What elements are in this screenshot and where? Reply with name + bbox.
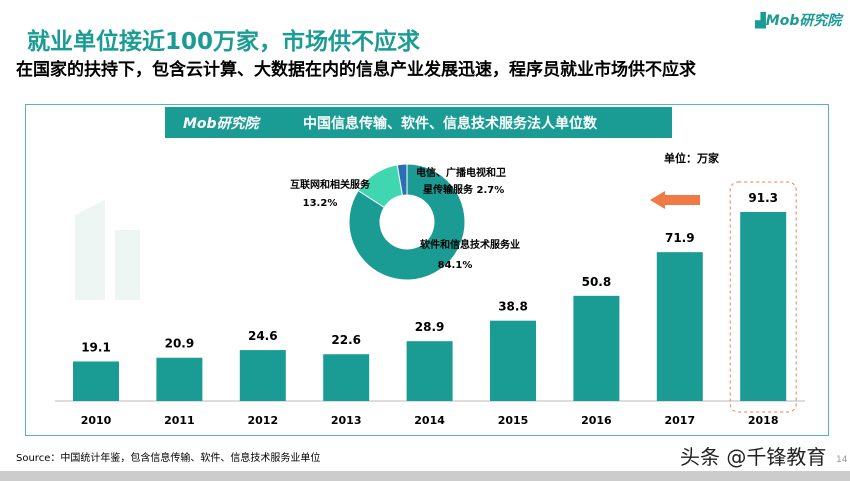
tick-label-2010: 2010	[81, 414, 112, 427]
slice-label-1: 互联网和相关服务	[290, 178, 371, 191]
credit-watermark: 头条 @千锋教育	[680, 445, 827, 469]
data-label-2010: 19.1	[81, 340, 111, 354]
bar-2012	[239, 350, 286, 401]
data-label-2011: 20.9	[165, 337, 195, 351]
logo-icon: ▟	[755, 13, 766, 29]
tick-label-2011: 2011	[164, 414, 195, 427]
data-label-2015: 38.8	[498, 300, 528, 314]
slice-label-2a: 电信、广播电视和卫	[416, 166, 506, 179]
unit-label: 单位：万家	[664, 152, 719, 165]
chart-title: 中国信息传输、软件、信息技术服务法人单位数	[303, 115, 597, 132]
tick-label-2017: 2017	[664, 414, 695, 427]
tick-label-2016: 2016	[581, 414, 612, 427]
tick-label-2015: 2015	[498, 414, 529, 427]
bar-2018	[740, 212, 787, 401]
bar-2016	[573, 295, 620, 401]
donut-slice-2	[396, 163, 408, 196]
brand-logo: ▟Mob研究院	[755, 10, 841, 30]
bar-2011	[156, 357, 203, 401]
watermark-logo	[75, 200, 140, 300]
bar-2010	[73, 361, 119, 401]
data-label-2013: 22.6	[331, 333, 361, 347]
data-label-2014: 28.9	[415, 320, 445, 334]
tick-label-2018: 2018	[748, 414, 779, 427]
data-label-2018: 91.3	[748, 191, 778, 205]
tick-label-2014: 2014	[414, 414, 445, 427]
data-label-2017: 71.9	[665, 231, 695, 245]
bar-2013	[323, 354, 370, 401]
chart-title-band: Mob研究院 中国信息传输、软件、信息技术服务法人单位数	[165, 107, 672, 138]
bar-2017	[656, 252, 703, 401]
page-title: 就业单位接近100万家，市场供不应求	[27, 29, 421, 55]
slice-label-2b: 星传输服务 2.7%	[423, 183, 504, 196]
footer-bar	[0, 471, 850, 481]
donut-slice-0	[348, 163, 466, 281]
slice-value-1: 13.2%	[303, 198, 338, 209]
bar-2014	[406, 341, 453, 401]
tick-label-2013: 2013	[331, 414, 362, 427]
source-note: Source：中国统计年鉴，包含信息传输、软件、信息技术服务业单位	[16, 453, 321, 464]
page-number: 14	[836, 455, 848, 465]
slice-value-0: 84.1%	[438, 260, 473, 271]
slice-label-0: 软件和信息技术服务业	[420, 238, 520, 251]
page-subtitle: 在国家的扶持下，包含云计算、大数据在内的信息产业发展迅速，程序员就业市场供不应求	[16, 60, 696, 80]
data-label-2012: 24.6	[248, 329, 278, 343]
highlight-box	[729, 181, 797, 413]
bar-2015	[490, 320, 536, 401]
tick-label-2012: 2012	[247, 414, 278, 427]
arrow-icon	[650, 191, 700, 209]
band-logo: Mob研究院	[183, 115, 259, 132]
chart-frame	[25, 104, 829, 436]
logo-text: Mob研究院	[765, 13, 842, 29]
data-label-2016: 50.8	[582, 275, 612, 289]
